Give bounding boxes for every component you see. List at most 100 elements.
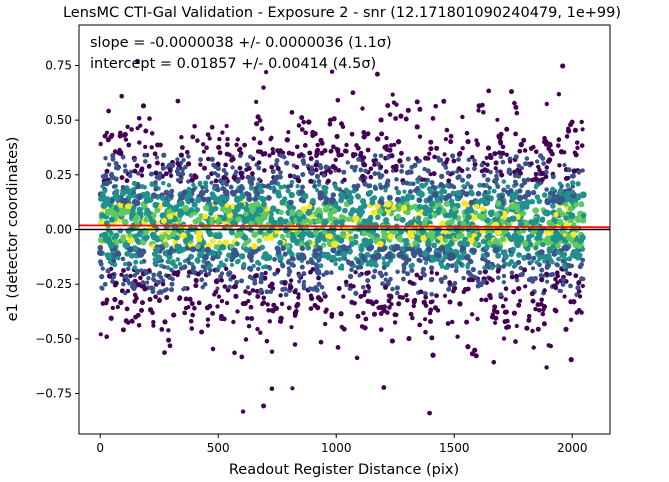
data-point [104,130,109,135]
data-point [387,233,395,240]
data-point [323,204,331,212]
data-point [323,309,328,314]
data-point [309,296,315,301]
data-point [175,257,181,262]
data-point [455,190,462,197]
data-point [127,188,133,194]
data-point [186,269,192,275]
data-point [99,285,104,290]
data-point [516,302,522,308]
data-point [266,195,272,201]
data-point [270,147,275,152]
data-point [222,284,228,289]
data-point [351,152,356,157]
data-point [279,301,285,306]
data-point [245,285,250,290]
data-point [275,268,281,273]
data-point [282,286,288,292]
data-point [358,152,363,158]
data-point [534,194,541,200]
data-point [385,178,391,184]
data-point [247,252,254,260]
data-point [328,117,333,123]
data-point [205,196,212,203]
data-point [568,212,576,220]
data-point [127,281,132,286]
data-point [125,288,131,294]
data-point [481,182,487,188]
data-point [259,271,265,277]
data-point [387,253,394,260]
data-point [476,103,482,109]
data-point [116,255,121,261]
data-point [495,268,501,274]
data-point [227,284,233,290]
data-point [323,185,329,191]
data-point [272,257,277,262]
data-point [502,253,509,260]
data-point [370,301,376,307]
data-point [285,232,291,239]
data-point [486,265,491,270]
data-point [473,210,479,216]
data-point [555,262,560,268]
data-point [423,295,429,300]
data-point [178,152,184,158]
data-point [270,150,276,156]
data-point [343,187,349,193]
data-point [147,196,154,203]
data-point [252,196,259,203]
data-point [110,156,116,162]
data-point [500,236,506,242]
data-point [417,106,423,112]
data-point [475,141,480,147]
data-point [241,217,248,225]
data-point [550,174,556,180]
data-point [163,171,169,177]
data-point [388,293,394,299]
data-point [573,273,579,279]
data-point [177,200,185,207]
data-point [276,193,282,199]
data-point [360,198,367,205]
data-point [123,318,129,324]
data-point [215,161,221,167]
data-point [218,260,224,265]
data-point [578,238,584,244]
data-point [207,231,214,238]
data-point [288,199,294,206]
data-point [139,268,144,273]
data-point [441,98,447,104]
data-point [192,124,197,129]
data-point [427,213,434,220]
data-point [225,207,232,214]
data-point [112,262,118,268]
data-point [335,97,341,103]
data-point [263,211,270,217]
data-point [175,98,181,104]
data-point [146,275,151,281]
data-point [409,268,415,273]
data-point [120,190,126,197]
data-point [219,244,227,251]
data-point [346,216,352,222]
data-point [97,236,105,244]
data-point [524,325,530,331]
data-point [504,152,509,157]
data-point [518,221,525,227]
data-point [312,248,318,254]
data-point [287,249,293,255]
data-point [225,142,230,148]
data-point [115,304,121,310]
data-point [581,276,586,282]
data-point [201,149,206,154]
data-point [155,142,161,148]
data-point [438,277,444,283]
data-point [246,195,253,202]
data-point [143,128,149,134]
data-point [491,188,497,194]
data-point [451,158,457,164]
data-point [533,207,540,214]
data-point [576,307,582,313]
data-point [121,282,126,287]
